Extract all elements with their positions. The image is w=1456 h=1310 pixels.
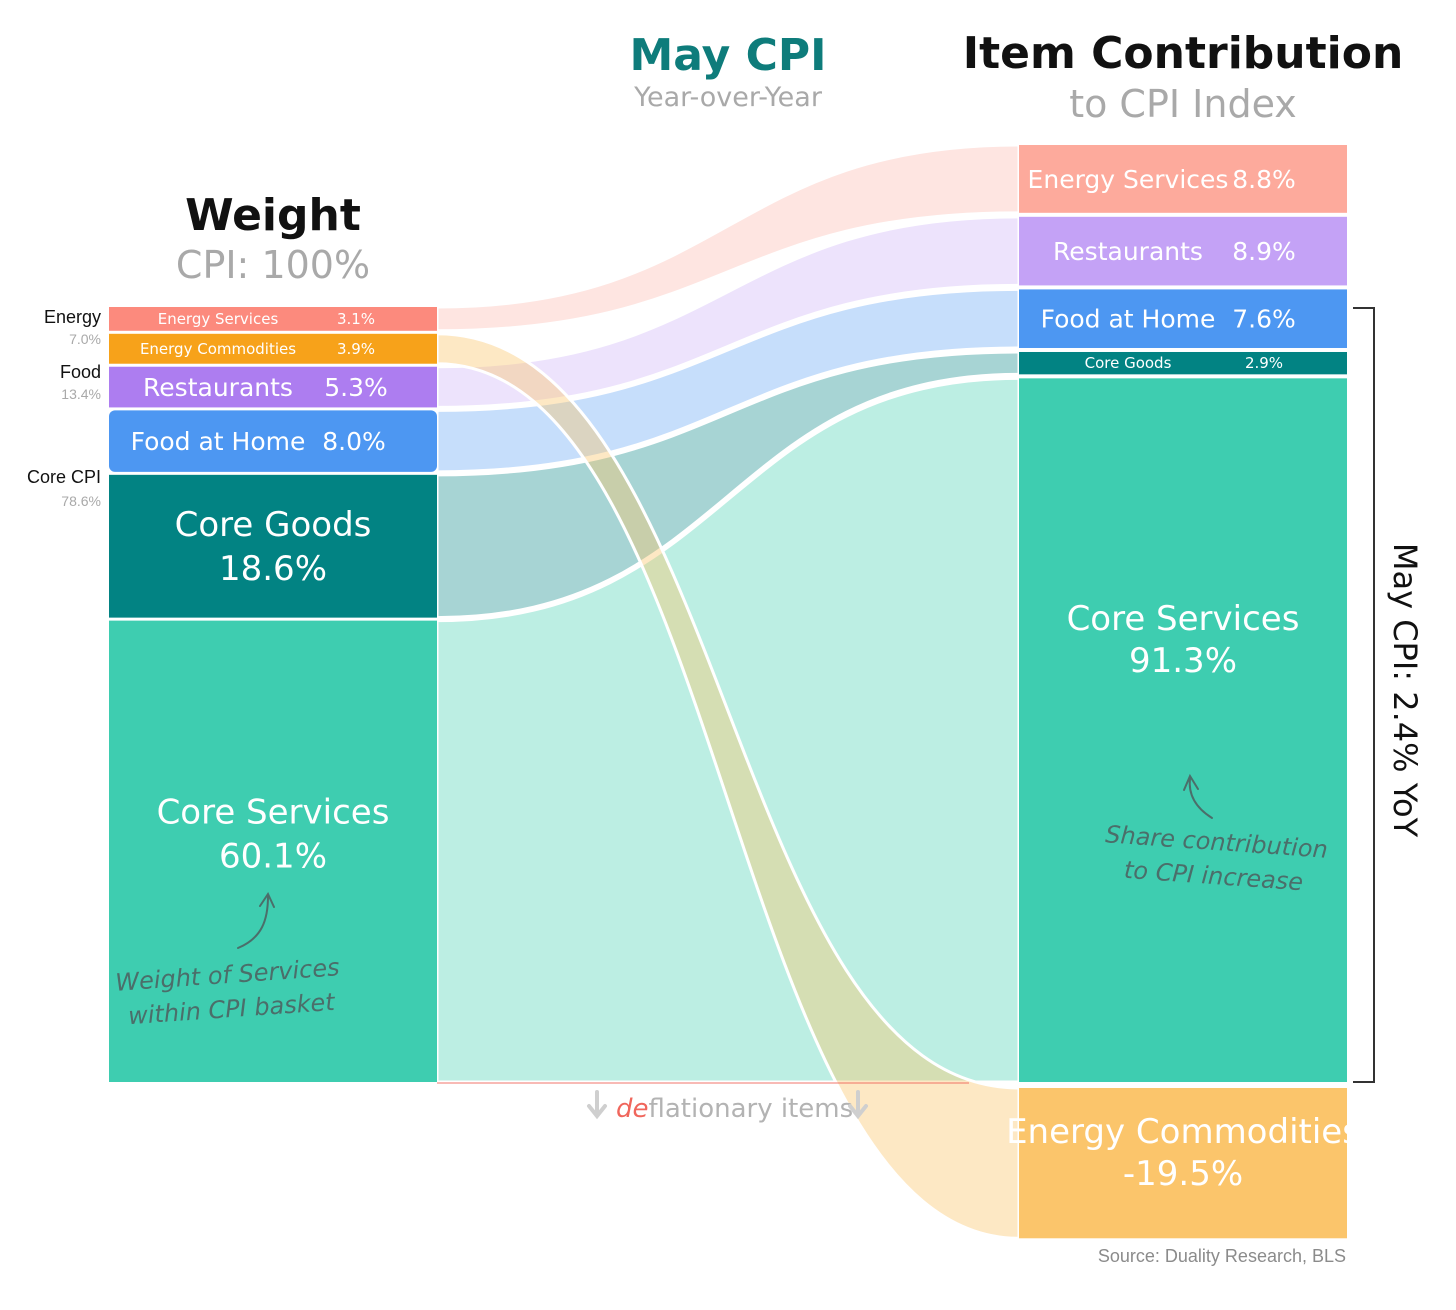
chart-title: May CPI bbox=[629, 30, 826, 81]
left-node-value-core-services: 60.1% bbox=[219, 836, 327, 876]
left-node-column: Energy Services 3.1% Energy Commodities 3.9… bbox=[109, 307, 437, 1082]
right-node-label-energy-commodities: Energy Commodities bbox=[1006, 1112, 1360, 1152]
left-node-value-energy-commodities: 3.9% bbox=[337, 340, 375, 358]
right-node-value-core-goods: 2.9% bbox=[1245, 354, 1283, 372]
contribution-subtitle: to CPI Index bbox=[1069, 82, 1297, 126]
source-note: Source: Duality Research, BLS bbox=[1098, 1246, 1346, 1266]
right-node-core-services bbox=[1019, 378, 1347, 1082]
left-node-label-restaurants: Restaurants bbox=[143, 373, 293, 402]
left-node-food-at-home bbox=[109, 410, 437, 472]
down-arrow-icon bbox=[587, 1090, 607, 1120]
yoy-label: May CPI: 2.4% YoY bbox=[1386, 543, 1424, 838]
left-node-value-restaurants: 5.3% bbox=[324, 373, 388, 402]
right-node-energy-services bbox=[1019, 145, 1347, 213]
right-node-label-food-at-home: Food at Home bbox=[1041, 305, 1216, 334]
flow-food-at-home bbox=[435, 287, 1021, 474]
group-food-label: Food bbox=[60, 362, 101, 382]
left-node-value-core-goods: 18.6% bbox=[219, 549, 327, 589]
svg-text:deflationary items: deflationary items bbox=[616, 1094, 853, 1124]
down-arrow-icon bbox=[848, 1090, 868, 1120]
group-energy-label: Energy bbox=[44, 307, 101, 327]
right-node-label-restaurants: Restaurants bbox=[1053, 237, 1203, 266]
right-node-energy-commodities bbox=[1019, 1088, 1347, 1239]
right-node-column: Energy Services 8.8% Energy Commodities-19… bbox=[1006, 145, 1360, 1239]
left-node-core-services bbox=[109, 620, 437, 1082]
right-node-value-energy-services: 8.8% bbox=[1232, 165, 1296, 194]
flow-energy-commodities bbox=[435, 332, 1021, 1240]
left-node-label-core-services: Core Services bbox=[157, 792, 390, 832]
flow-core-goods bbox=[435, 350, 1021, 620]
right-node-value-food-at-home: 7.6% bbox=[1232, 305, 1296, 334]
right-node-food-at-home bbox=[1019, 289, 1347, 348]
right-node-value-restaurants: 8.9% bbox=[1232, 237, 1296, 266]
right-node-label-core-services: Core Services bbox=[1067, 599, 1300, 639]
weight-subtitle: CPI: 100% bbox=[176, 243, 370, 287]
left-node-label-energy-services: Energy Services bbox=[158, 310, 279, 328]
right-node-label-core-goods: Core Goods bbox=[1085, 354, 1172, 372]
group-energy-pct: 7.0% bbox=[69, 331, 101, 347]
left-node-value-food-at-home: 8.0% bbox=[322, 427, 386, 456]
group-core-cpi-pct: 78.6% bbox=[61, 493, 101, 509]
contribution-title: Item Contribution bbox=[963, 28, 1404, 79]
right-node-value-core-services: 91.3% bbox=[1129, 641, 1237, 681]
left-node-energy-commodities bbox=[109, 333, 437, 364]
flow-layer bbox=[435, 143, 1021, 1240]
left-node-label-energy-commodities: Energy Commodities bbox=[140, 340, 296, 358]
group-food-pct: 13.4% bbox=[61, 386, 101, 402]
deflationary-note: deflationary items bbox=[587, 1090, 868, 1124]
group-core-cpi-label: Core CPI bbox=[27, 467, 101, 487]
left-node-label-food-at-home: Food at Home bbox=[131, 427, 306, 456]
left-node-label-core-goods: Core Goods bbox=[175, 505, 372, 545]
right-node-restaurants bbox=[1019, 216, 1347, 286]
right-node-core-goods bbox=[1019, 351, 1347, 375]
left-node-value-energy-services: 3.1% bbox=[337, 310, 375, 328]
yoy-bracket bbox=[1353, 307, 1375, 1083]
left-node-restaurants bbox=[109, 366, 437, 408]
chart-subtitle: Year-over-Year bbox=[633, 82, 823, 113]
deflationary-prefix: de bbox=[616, 1094, 649, 1124]
deflationary-rest: flationary items bbox=[649, 1094, 854, 1124]
left-node-energy-services bbox=[109, 307, 437, 331]
left-node-core-goods bbox=[109, 474, 437, 618]
annotation-arrow-icon bbox=[237, 891, 275, 949]
right-node-value-energy-commodities: -19.5% bbox=[1123, 1154, 1243, 1194]
weight-title: Weight bbox=[185, 190, 361, 241]
right-node-label-energy-services: Energy Services bbox=[1028, 165, 1229, 194]
annotation-arrow-icon bbox=[1183, 773, 1213, 819]
